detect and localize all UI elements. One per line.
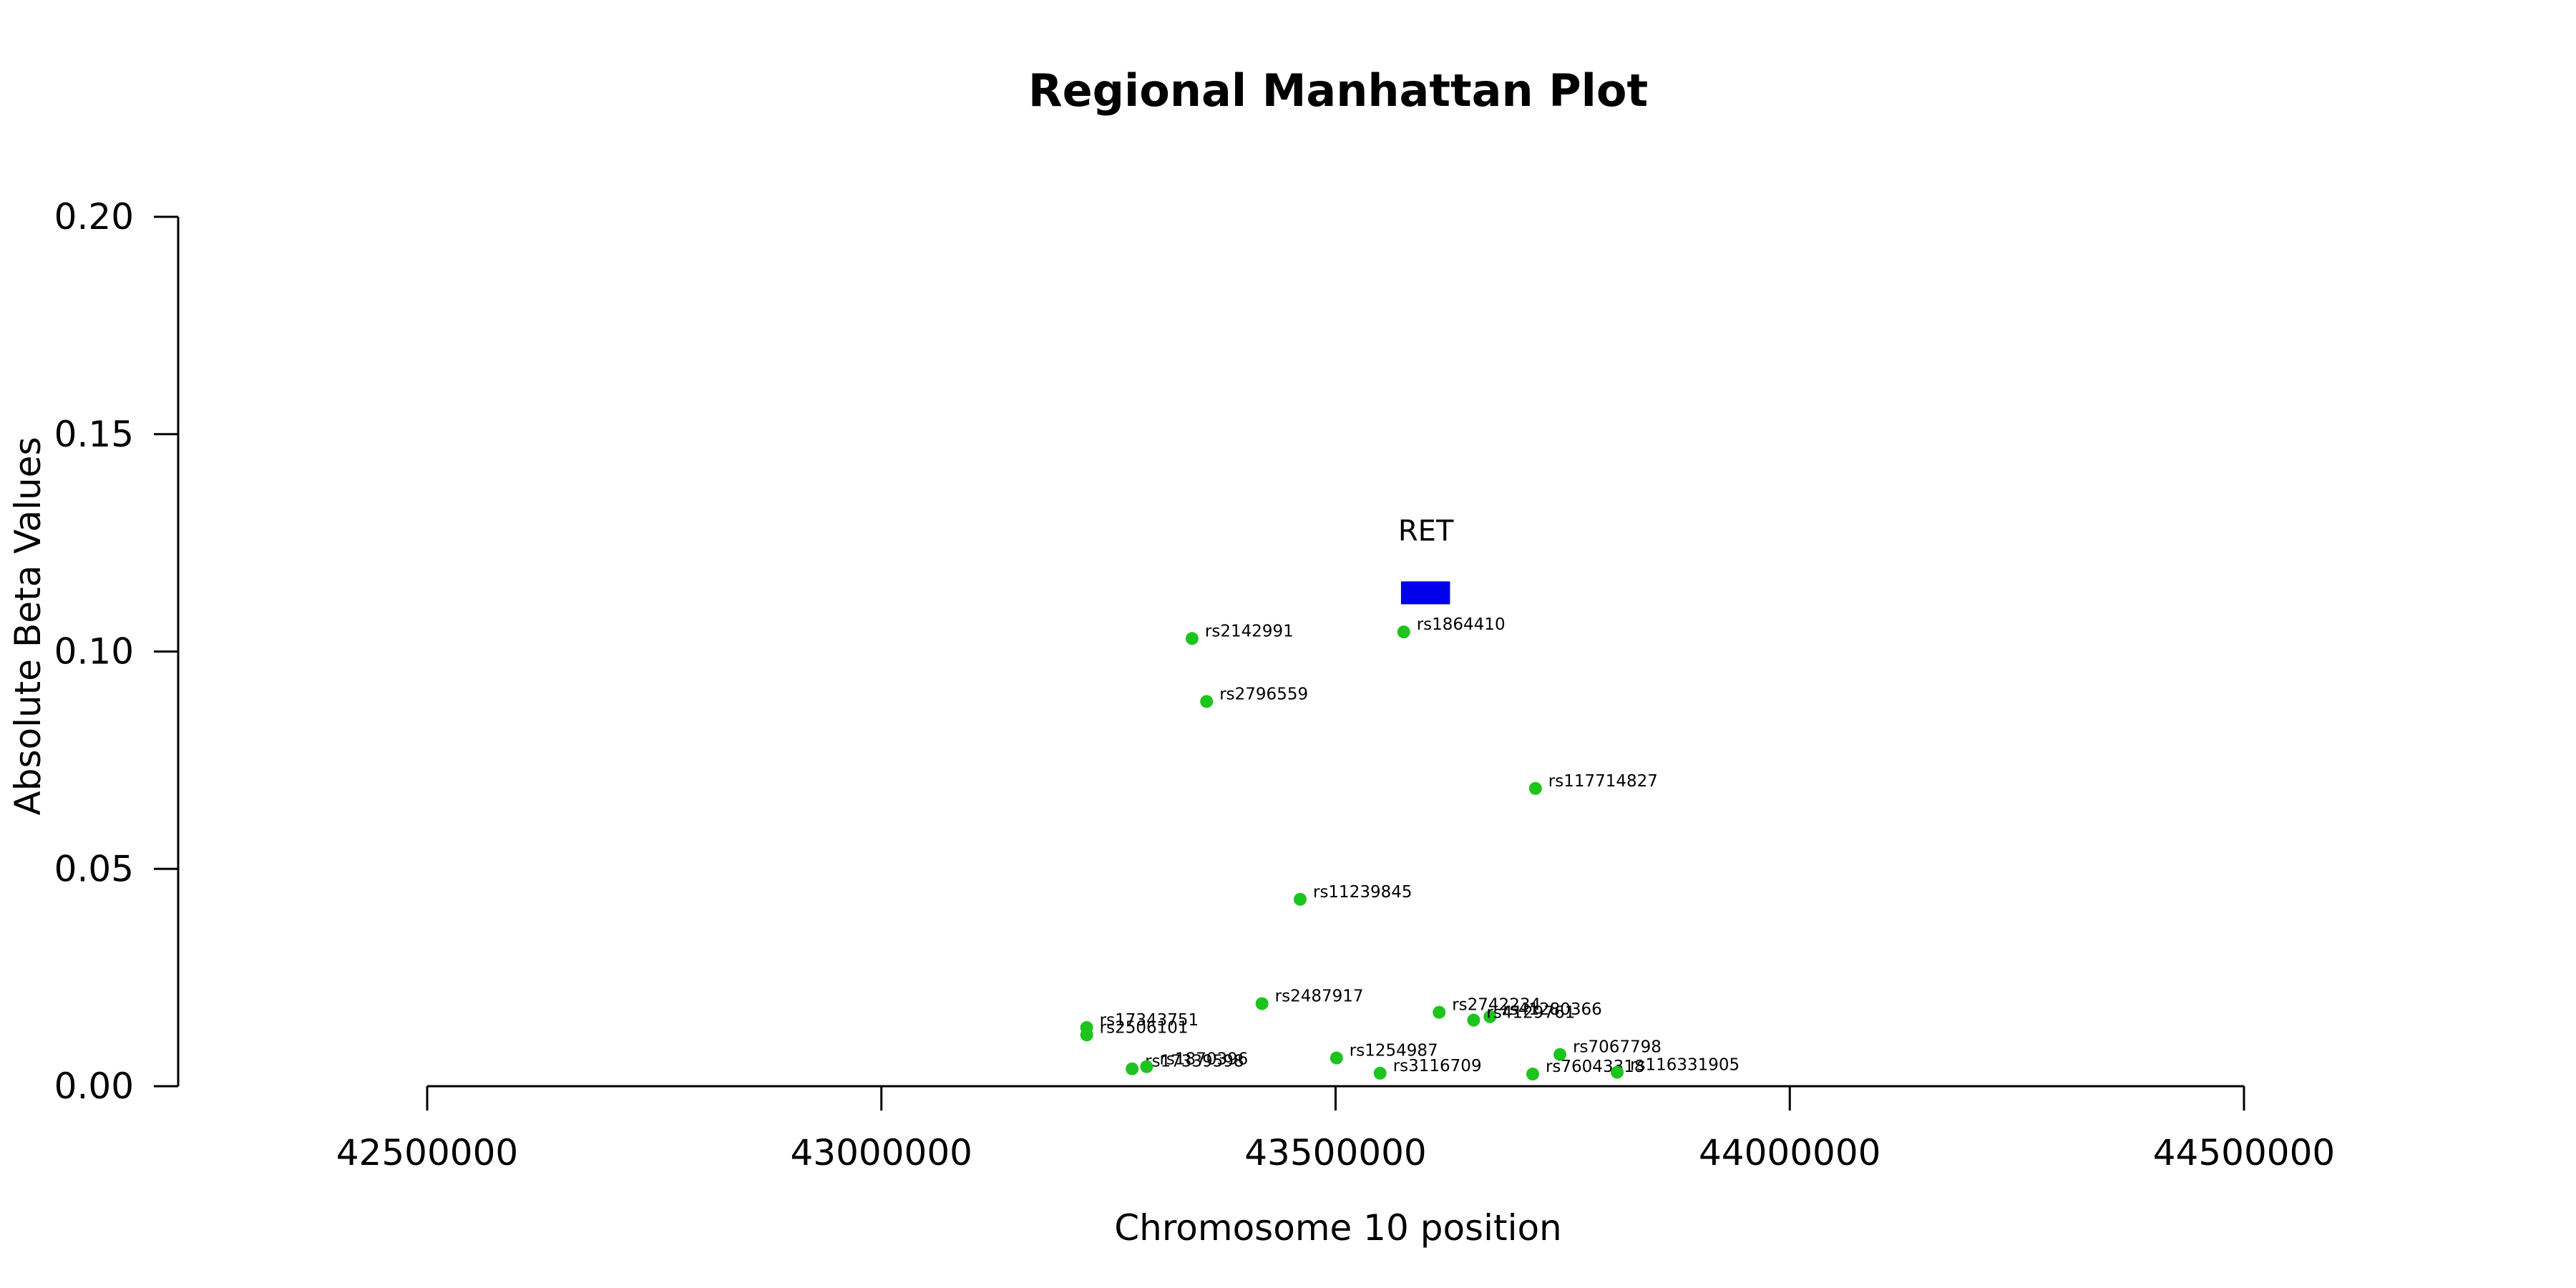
- snp-label: rs1864410: [1417, 615, 1506, 634]
- snp-point: [1397, 625, 1410, 639]
- snp-point: [1373, 1066, 1387, 1080]
- snp-label: rs3116709: [1393, 1057, 1482, 1075]
- snp-label: rs2796559: [1219, 685, 1308, 703]
- snp-label: rs2742234: [1452, 996, 1541, 1015]
- y-axis-label: Absolute Beta Values: [7, 437, 49, 816]
- snp-label: rs17339598: [1145, 1053, 1244, 1071]
- snp-point: [1467, 1013, 1480, 1027]
- gene-label: RET: [1398, 514, 1454, 547]
- snp-point: [1140, 1060, 1153, 1073]
- y-tick-label: 0.10: [54, 631, 134, 673]
- snp-point: [1483, 1010, 1497, 1023]
- snp-label: rs4129761: [1486, 1004, 1575, 1023]
- snp-label: rs11239845: [1313, 883, 1413, 902]
- snp-point: [1255, 997, 1269, 1010]
- snp-label: rs76043318: [1546, 1058, 1645, 1076]
- y-tick-label: 0.15: [54, 414, 134, 455]
- snp-label: rs1870396: [1159, 1050, 1248, 1069]
- snp-point: [1433, 1005, 1446, 1019]
- snp-point: [1528, 781, 1542, 795]
- snp-point: [1200, 695, 1214, 708]
- snp-label: rs116331905: [1630, 1056, 1740, 1075]
- snp-point: [1330, 1051, 1343, 1065]
- y-tick-label: 0.00: [54, 1065, 134, 1107]
- snp-label: rs1254987: [1350, 1042, 1438, 1060]
- x-tick-label: 43000000: [791, 1132, 973, 1174]
- snp-point: [1553, 1048, 1567, 1061]
- snp-point: [1526, 1067, 1539, 1080]
- snp-label: rs2506101: [1100, 1018, 1189, 1037]
- x-tick-label: 42500000: [336, 1132, 519, 1174]
- x-axis: 42500000 43000000 43500000 44000000 44500000: [336, 1085, 2336, 1174]
- snp-label: rs17343751: [1100, 1011, 1199, 1030]
- snp-point: [1080, 1028, 1093, 1042]
- snp-point: [1293, 892, 1307, 906]
- snp-label: rs2142991: [1205, 622, 1294, 640]
- gene-track: RET: [1398, 514, 1454, 605]
- snp-points: rs2142991 rs1864410 rs2796559 rs117714827 rs…: [1080, 615, 1740, 1080]
- snp-point: [1126, 1062, 1139, 1075]
- x-tick-label: 44000000: [1699, 1132, 1881, 1174]
- y-tick-label: 0.05: [54, 848, 134, 889]
- snp-label: rs41280366: [1503, 1000, 1602, 1019]
- snp-label: rs7067798: [1573, 1038, 1662, 1057]
- x-tick-label: 44500000: [2153, 1132, 2336, 1174]
- snp-label: rs2487917: [1275, 987, 1364, 1006]
- y-tick-label: 0.20: [54, 196, 134, 238]
- chart-title: Regional Manhattan Plot: [1028, 64, 1648, 117]
- snp-point: [1185, 632, 1199, 645]
- snp-label: rs117714827: [1548, 772, 1658, 791]
- snp-point: [1611, 1065, 1624, 1079]
- x-axis-label: Chromosome 10 position: [1114, 1207, 1562, 1249]
- y-axis: 0.00 0.05 0.10 0.15 0.20: [54, 196, 180, 1107]
- gene-rect: [1400, 581, 1450, 605]
- x-tick-label: 43500000: [1244, 1132, 1427, 1174]
